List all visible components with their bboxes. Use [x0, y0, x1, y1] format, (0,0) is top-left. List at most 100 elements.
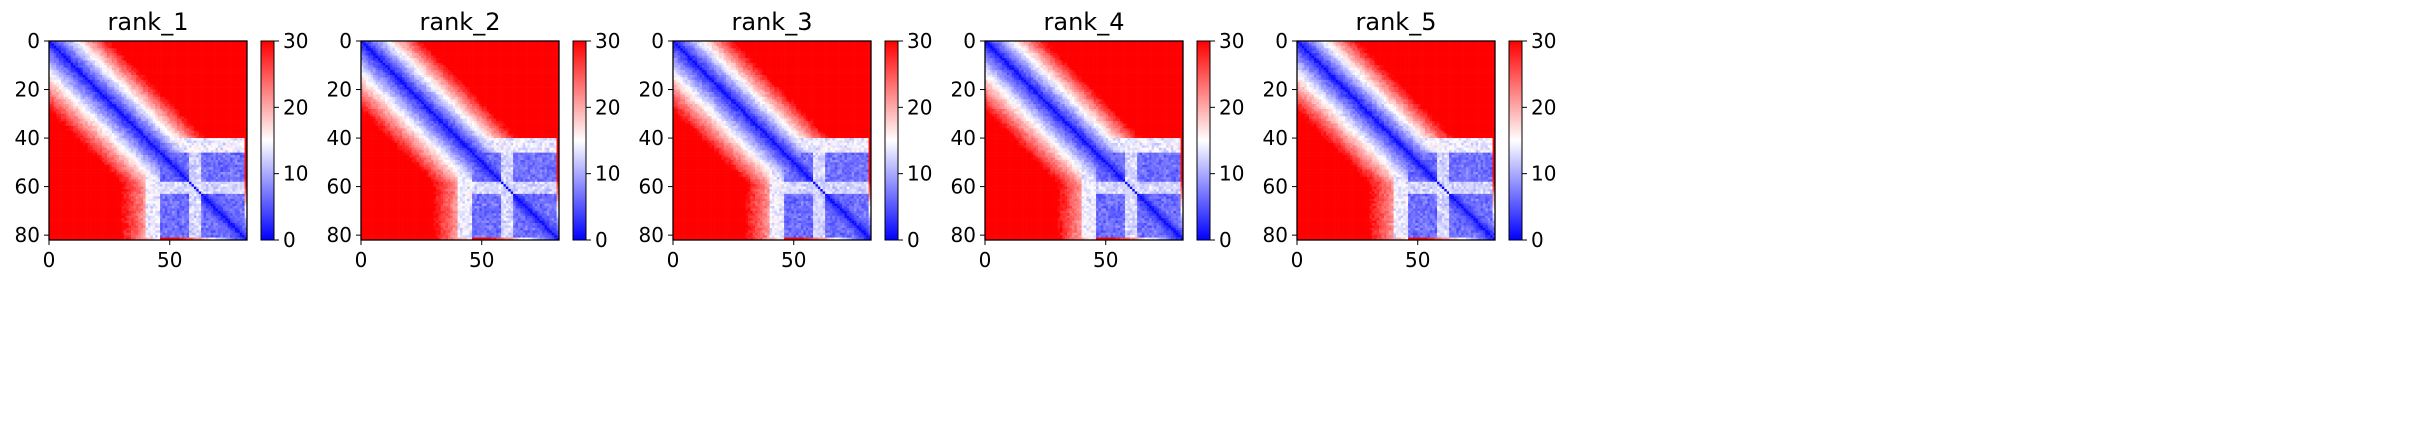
heatmap-cell [51, 133, 55, 136]
heatmap-cell [82, 50, 86, 54]
heatmap-cell [97, 147, 100, 151]
heatmap-cell [63, 162, 67, 166]
heatmap-cell [203, 150, 207, 153]
heatmap-cell [133, 87, 137, 90]
heatmap-cell [167, 179, 171, 183]
heatmap-cell [191, 108, 195, 112]
heatmap-cell [82, 130, 86, 134]
heatmap-cell [227, 96, 231, 100]
heatmap-cell [179, 121, 183, 124]
heatmap-cell [205, 70, 209, 73]
heatmap-cell [201, 72, 204, 76]
heatmap-cell [186, 172, 190, 175]
heatmap-cell [92, 164, 96, 168]
heatmap-cell [198, 111, 202, 115]
heatmap-cell [109, 79, 113, 83]
heatmap-cell [169, 94, 173, 98]
heatmap-cell [75, 121, 79, 124]
heatmap-cell [73, 145, 76, 149]
heatmap-cell [218, 60, 221, 64]
heatmap-cell [123, 67, 127, 71]
heatmap-cell [242, 57, 245, 61]
heatmap-cell [196, 50, 199, 54]
heatmap-cell [123, 167, 127, 170]
heatmap-cell [181, 57, 185, 61]
heatmap-cell [213, 72, 216, 76]
heatmap-cell [131, 159, 134, 163]
heatmap-cell [152, 133, 156, 136]
heatmap-cell [123, 53, 127, 56]
heatmap-cell [51, 101, 55, 105]
heatmap-cell [155, 184, 158, 187]
heatmap-cell [167, 128, 171, 132]
heatmap-cell [140, 43, 144, 47]
heatmap-cell [164, 53, 168, 56]
heatmap-cell [131, 72, 134, 76]
heatmap-cell [106, 108, 110, 112]
heatmap-cell [116, 67, 120, 71]
heatmap-cell [90, 130, 93, 134]
heatmap-cell [63, 159, 67, 163]
heatmap-cell [213, 99, 216, 102]
heatmap-cell [131, 84, 134, 88]
heatmap-cell [242, 167, 245, 170]
heatmap-cell [208, 57, 212, 61]
heatmap-cell [65, 145, 69, 149]
heatmap-cell [116, 79, 120, 83]
heatmap-cell [230, 128, 233, 132]
heatmap-cell [119, 155, 122, 158]
heatmap-cell [218, 181, 221, 185]
heatmap-cell [87, 167, 91, 170]
heatmap-cell [169, 113, 173, 117]
heatmap-cell [237, 155, 241, 158]
heatmap-cell [145, 181, 149, 185]
heatmap-cell [237, 157, 241, 161]
heatmap-cell [242, 65, 245, 68]
heatmap-cell [126, 48, 129, 52]
heatmap-cell [145, 142, 149, 146]
heatmap-cell [92, 140, 96, 144]
heatmap-cell [186, 164, 190, 168]
heatmap-cell [75, 77, 79, 81]
heatmap-cell [152, 106, 156, 110]
heatmap-cell [97, 101, 100, 105]
heatmap-cell [174, 121, 178, 124]
heatmap-cell [201, 106, 204, 110]
heatmap-cell [162, 142, 166, 146]
heatmap-cell [143, 123, 146, 127]
heatmap-cell [53, 159, 57, 163]
heatmap-cell [167, 99, 171, 102]
heatmap-cell [133, 174, 137, 178]
heatmap-cell [94, 174, 98, 178]
heatmap-cell [56, 181, 59, 185]
heatmap-cell [172, 87, 175, 90]
heatmap-cell [237, 142, 241, 146]
heatmap-cell [230, 186, 233, 190]
heatmap-cell [140, 82, 144, 85]
heatmap-cell [68, 48, 72, 52]
heatmap-cell [227, 150, 231, 153]
heatmap-cell [63, 130, 67, 134]
heatmap-cell [150, 184, 154, 187]
heatmap-cell [70, 67, 74, 71]
heatmap-cell [172, 113, 175, 117]
heatmap-cell [191, 48, 195, 52]
heatmap-cell [87, 55, 91, 59]
heatmap-cell [181, 150, 185, 153]
heatmap-cell [196, 87, 199, 90]
heatmap-cell [85, 106, 88, 110]
heatmap-cell [157, 60, 161, 64]
heatmap-cell [208, 89, 212, 93]
heatmap-cell [172, 133, 175, 136]
heatmap-cell [160, 155, 163, 158]
heatmap-cell [234, 57, 238, 61]
heatmap-cell [85, 91, 88, 95]
heatmap-cell [150, 99, 154, 102]
heatmap-cell [75, 125, 79, 129]
heatmap-cell [111, 55, 115, 59]
heatmap-cell [106, 94, 110, 98]
heatmap-cell [49, 179, 52, 183]
heatmap-cell [143, 50, 146, 54]
heatmap-cell [167, 164, 171, 168]
heatmap-cell [65, 147, 69, 151]
